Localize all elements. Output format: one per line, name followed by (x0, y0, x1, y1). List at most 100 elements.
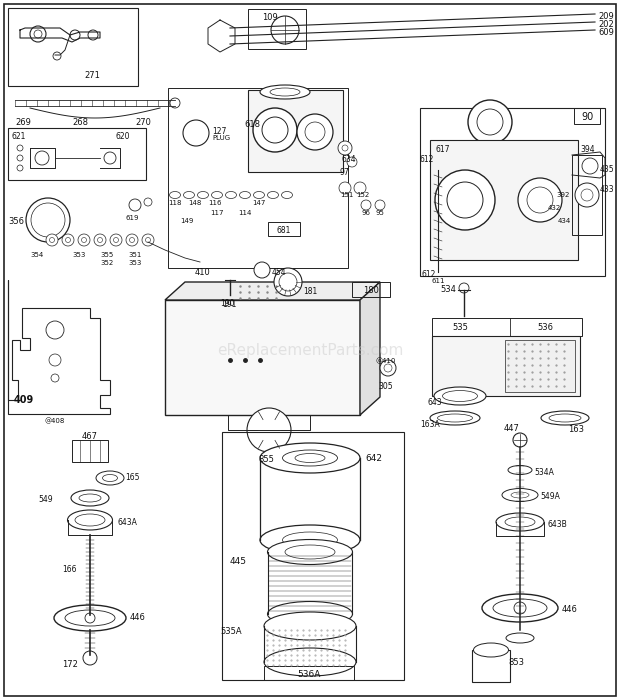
Ellipse shape (71, 490, 109, 506)
Text: 116: 116 (208, 200, 221, 206)
Text: 353: 353 (128, 260, 141, 266)
Text: 435: 435 (600, 165, 614, 174)
Text: 191: 191 (222, 300, 236, 309)
Text: 634: 634 (342, 155, 356, 164)
Text: 305: 305 (378, 382, 392, 391)
Circle shape (49, 354, 61, 366)
Text: @410: @410 (376, 358, 396, 365)
Ellipse shape (283, 532, 337, 548)
Text: 535A: 535A (220, 627, 242, 636)
Circle shape (30, 26, 46, 42)
Circle shape (347, 157, 357, 167)
Circle shape (279, 273, 297, 291)
Circle shape (274, 268, 302, 296)
Circle shape (50, 237, 55, 242)
Bar (8, 128, 146, 180)
Ellipse shape (198, 192, 208, 199)
Text: 163A: 163A (420, 420, 440, 429)
Ellipse shape (482, 594, 558, 622)
Text: 681: 681 (277, 226, 291, 235)
Text: 619: 619 (125, 215, 138, 221)
Circle shape (477, 109, 503, 135)
Text: 114: 114 (238, 210, 251, 216)
Text: 410: 410 (195, 268, 211, 277)
Circle shape (305, 122, 325, 142)
Circle shape (361, 200, 371, 210)
Circle shape (26, 198, 70, 242)
Circle shape (297, 114, 333, 150)
Ellipse shape (96, 471, 124, 485)
Text: 853: 853 (508, 658, 524, 667)
Circle shape (130, 237, 135, 242)
Text: 97: 97 (340, 168, 350, 177)
Circle shape (51, 374, 59, 382)
Text: 536: 536 (537, 323, 553, 332)
Text: 620: 620 (115, 132, 130, 141)
Text: 352: 352 (100, 260, 113, 266)
Text: 536A: 536A (298, 670, 321, 679)
Circle shape (447, 182, 483, 218)
Text: 354: 354 (30, 252, 43, 258)
Ellipse shape (443, 391, 477, 402)
Ellipse shape (438, 414, 472, 422)
Text: 172: 172 (62, 660, 78, 669)
Ellipse shape (502, 489, 538, 501)
Ellipse shape (239, 192, 250, 199)
Bar (72, 440, 108, 462)
Circle shape (104, 152, 116, 164)
Circle shape (53, 52, 61, 60)
Text: 855: 855 (258, 455, 274, 464)
Text: 353: 353 (72, 252, 86, 258)
Ellipse shape (511, 492, 529, 498)
Bar (505, 340, 575, 392)
Text: 446: 446 (130, 613, 146, 622)
Ellipse shape (508, 466, 532, 475)
Bar (430, 140, 578, 260)
Circle shape (46, 321, 64, 339)
Circle shape (35, 151, 49, 165)
Circle shape (62, 234, 74, 246)
Text: 643: 643 (428, 398, 443, 407)
Text: 643B: 643B (548, 520, 568, 529)
Text: 609: 609 (598, 28, 614, 37)
Circle shape (575, 183, 599, 207)
Polygon shape (8, 280, 110, 414)
Circle shape (247, 408, 291, 452)
Ellipse shape (493, 599, 547, 617)
Text: 454: 454 (272, 268, 286, 277)
Ellipse shape (264, 612, 356, 640)
Text: 149: 149 (180, 218, 193, 224)
Text: 535: 535 (452, 323, 468, 332)
Ellipse shape (285, 545, 335, 559)
Bar (268, 222, 300, 236)
Circle shape (527, 187, 553, 213)
Text: 355: 355 (100, 252, 113, 258)
Bar (352, 282, 390, 297)
Text: 90: 90 (581, 112, 593, 122)
Circle shape (83, 651, 97, 665)
Circle shape (375, 200, 385, 210)
Polygon shape (165, 282, 380, 300)
Ellipse shape (434, 387, 486, 405)
Circle shape (78, 234, 90, 246)
Bar (420, 108, 605, 276)
Ellipse shape (474, 643, 508, 657)
Text: @408: @408 (45, 418, 65, 424)
Circle shape (514, 602, 526, 614)
Text: 180: 180 (363, 286, 379, 295)
Text: 209: 209 (598, 12, 614, 21)
Circle shape (94, 234, 106, 246)
Circle shape (271, 16, 299, 44)
Circle shape (384, 364, 392, 372)
Circle shape (342, 145, 348, 151)
Circle shape (142, 234, 154, 246)
Text: 621: 621 (12, 132, 27, 141)
Ellipse shape (169, 192, 180, 199)
Circle shape (380, 360, 396, 376)
Text: 467: 467 (82, 432, 98, 441)
Ellipse shape (102, 475, 118, 482)
Text: 271: 271 (84, 71, 100, 80)
Circle shape (468, 100, 512, 144)
Circle shape (97, 237, 102, 242)
Text: 409: 409 (14, 395, 34, 405)
